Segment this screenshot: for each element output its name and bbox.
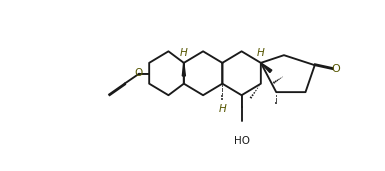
Text: HO: HO bbox=[234, 136, 249, 146]
Text: O: O bbox=[134, 68, 142, 78]
Text: H: H bbox=[180, 48, 188, 58]
Polygon shape bbox=[182, 63, 185, 76]
Polygon shape bbox=[261, 63, 272, 73]
Text: H: H bbox=[257, 48, 265, 58]
Text: O: O bbox=[331, 64, 340, 74]
Text: H: H bbox=[218, 104, 226, 114]
